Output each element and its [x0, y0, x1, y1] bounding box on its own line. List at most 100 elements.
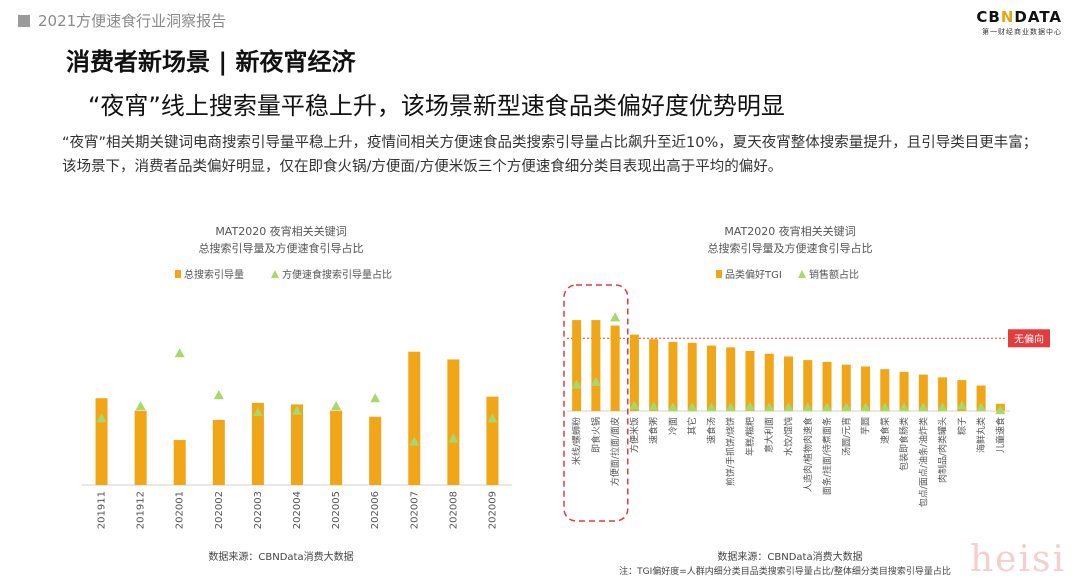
marker: [648, 401, 659, 411]
marker: [918, 402, 929, 412]
bar: [726, 347, 736, 411]
bar: [938, 377, 948, 411]
highlight-frame: [563, 284, 629, 522]
chart-subtitle: 总搜索引导量及方便速食引导占比: [708, 241, 873, 255]
marker: [409, 436, 420, 446]
category-label: 其它: [686, 417, 698, 435]
marker: [687, 402, 698, 412]
section-title: 消费者新场景 | 新夜宵经济: [66, 48, 356, 76]
category-label: 汤圆/元宵: [840, 417, 852, 456]
category-label: 速食汤: [705, 417, 717, 444]
chart-title: MAT2020 夜宵相关关键词: [724, 224, 855, 238]
reference-badge: [1008, 329, 1050, 348]
marker: [610, 312, 621, 322]
bar: [687, 342, 697, 411]
bar: [880, 369, 890, 411]
chart-subtitle: 总搜索引导量及方便速食引导占比: [199, 241, 364, 255]
bar: [251, 402, 264, 485]
category-label: 冷面: [667, 417, 679, 435]
brand-logo-left: CB: [976, 8, 1001, 26]
legend-label-bar: 品类偏好TGI: [725, 268, 782, 281]
bar: [976, 385, 986, 411]
category-label: 水饺/馄饨: [783, 417, 795, 456]
marker: [174, 348, 185, 358]
marker: [995, 405, 1006, 415]
marker: [213, 390, 224, 400]
bar: [668, 341, 678, 411]
category-label: 202004: [292, 491, 303, 529]
category-label: 202009: [487, 491, 498, 529]
category-label: 201912: [136, 491, 147, 529]
bar: [134, 410, 147, 485]
category-label: 202005: [331, 491, 342, 529]
marker: [629, 400, 640, 410]
chart-source: 数据来源：CBNData消费大数据: [717, 550, 862, 563]
bar: [95, 398, 108, 485]
category-label: 儿童速食: [994, 417, 1006, 453]
marker: [899, 402, 910, 412]
category-label: 包点/面点/油条/油炸类: [917, 417, 929, 507]
bar: [918, 374, 928, 411]
report-title: 2021方便速食行业洞察报告: [38, 12, 227, 30]
marker: [879, 402, 890, 412]
category-label: 人造肉/植物肉速食: [802, 417, 814, 492]
headline: “夜宵”线上搜索量平稳上升，该场景新型速食品类偏好度优势明显: [88, 92, 785, 120]
bar: [861, 366, 871, 411]
marker: [937, 402, 948, 412]
summary-text: “夜宵”相关期关键词电商搜索引导量平稳上升，疫情间相关方便速食品类搜索引导量占比…: [62, 135, 1038, 175]
legend-swatch-bar: [175, 270, 181, 278]
category-label: 202007: [409, 491, 420, 529]
marker: [841, 402, 852, 412]
brand-logo-mark: N: [1000, 8, 1015, 26]
bar: [291, 404, 303, 485]
category-label: 米线/螺蛳粉: [571, 417, 583, 465]
category-label: 芋圆: [861, 417, 872, 435]
bar: [822, 361, 832, 411]
bar: [745, 351, 755, 411]
category-label: 201911: [97, 491, 108, 529]
marker: [135, 400, 146, 410]
brand-logo: CBNDATA 第一财经商业数据中心: [976, 8, 1062, 37]
brand-logo-text: CBNDATA: [976, 8, 1062, 26]
marker: [370, 393, 381, 403]
bar: [173, 440, 186, 485]
category-label: 粽子: [956, 417, 968, 435]
category-label: 202001: [175, 491, 186, 529]
bar: [629, 334, 639, 411]
legend-swatch-bar: [716, 270, 722, 278]
chart-source: 数据来源：CBNData消费大数据: [208, 550, 353, 563]
category-label: 肉制品/肉类罐头: [937, 417, 949, 483]
watermark: heisi: [970, 539, 1066, 580]
bar: [649, 339, 659, 411]
legend-swatch-marker: [798, 270, 806, 278]
marker: [976, 402, 987, 412]
marker: [744, 401, 755, 411]
bar: [572, 320, 582, 411]
bar: [408, 351, 421, 485]
chart-title: MAT2020 夜宵相关关键词: [215, 224, 346, 238]
category-label: 202008: [448, 491, 459, 529]
marker: [331, 400, 342, 410]
bar: [447, 359, 460, 485]
marker: [783, 402, 794, 412]
category-label: 煎饼/手抓饼/烧饼: [725, 417, 737, 486]
bar: [330, 410, 343, 485]
legend-label-bar: 总搜索引导量: [184, 268, 244, 281]
legend-swatch-marker: [271, 270, 279, 278]
bar: [841, 364, 851, 411]
category-label: 202006: [370, 491, 381, 529]
marker: [725, 402, 736, 412]
marker: [802, 402, 813, 412]
bar: [369, 416, 382, 485]
marker: [764, 402, 775, 412]
report-marker: [18, 15, 30, 27]
category-label: 202003: [253, 491, 264, 529]
marker: [252, 407, 263, 417]
marker: [292, 405, 302, 415]
marker: [590, 376, 601, 386]
category-label: 速食粥: [648, 417, 660, 444]
category-label: 方便面/拉面/面皮: [609, 417, 621, 486]
category-label: 方便米饭: [628, 417, 640, 453]
category-label: 包装即食肠类: [898, 417, 910, 471]
